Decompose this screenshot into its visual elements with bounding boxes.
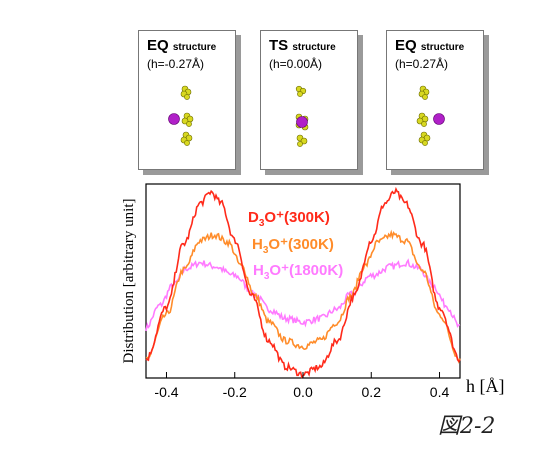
x-axis-label: h [Å] [466,376,505,396]
x-tick-label: -0.4 [154,384,178,400]
panel-eq-left: EQ structure (h=-0.27Å) [138,30,236,170]
legend-h3o-1800k: H3O⁺(1800K) [253,262,343,282]
tick-layer: -0.4 -0.2 0.0 0.2 0.4 [154,372,449,400]
legend-d3o-300k: D3O⁺(300K) [248,209,330,229]
panel-ts: TS structure (h=0.00Å) [260,30,358,170]
series-line-h3o-1800k- [145,258,461,332]
panel-h-value: (h=0.27Å) [395,57,449,71]
x-tick-label: 0.4 [430,384,450,400]
molecule-ts [295,85,309,147]
panel-title: TS structure [269,37,336,54]
panel-eq-right: EQ structure (h=0.27Å) [386,30,484,170]
legend: D3O⁺(300K) H3O⁺(300K) H3O⁺(1800K) [248,209,343,282]
x-tick-label: 0.2 [362,384,382,400]
panel-h-value: (h=-0.27Å) [147,57,205,71]
figure-label: 図2-2 [438,414,496,439]
x-tick-label: 0.0 [293,384,313,400]
legend-h3o-300k: H3O⁺(300K) [252,236,334,256]
x-tick-label: -0.2 [223,384,247,400]
y-axis-label: Distribution [arbitrary unit] [121,199,137,364]
panel-h-value: (h=0.00Å) [269,57,323,71]
panel-title: EQ structure [147,37,217,54]
panel-title: EQ structure [395,37,465,54]
series-line-h3o-300k- [145,229,461,364]
molecule-eq-left [168,85,194,146]
molecule-eq-right [416,85,445,146]
